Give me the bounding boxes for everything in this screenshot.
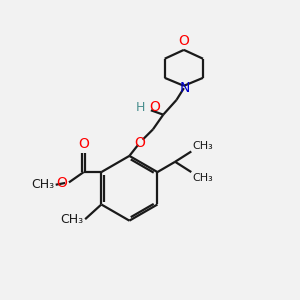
Text: O: O [78,136,89,151]
Text: O: O [149,100,160,114]
Text: H: H [135,101,145,114]
Text: O: O [178,34,189,47]
Text: O: O [57,176,68,190]
Text: N: N [180,81,190,94]
Text: CH₃: CH₃ [193,173,214,183]
Text: O: O [134,136,145,150]
Text: CH₃: CH₃ [60,213,83,226]
Text: CH₃: CH₃ [31,178,54,191]
Text: CH₃: CH₃ [193,141,214,151]
